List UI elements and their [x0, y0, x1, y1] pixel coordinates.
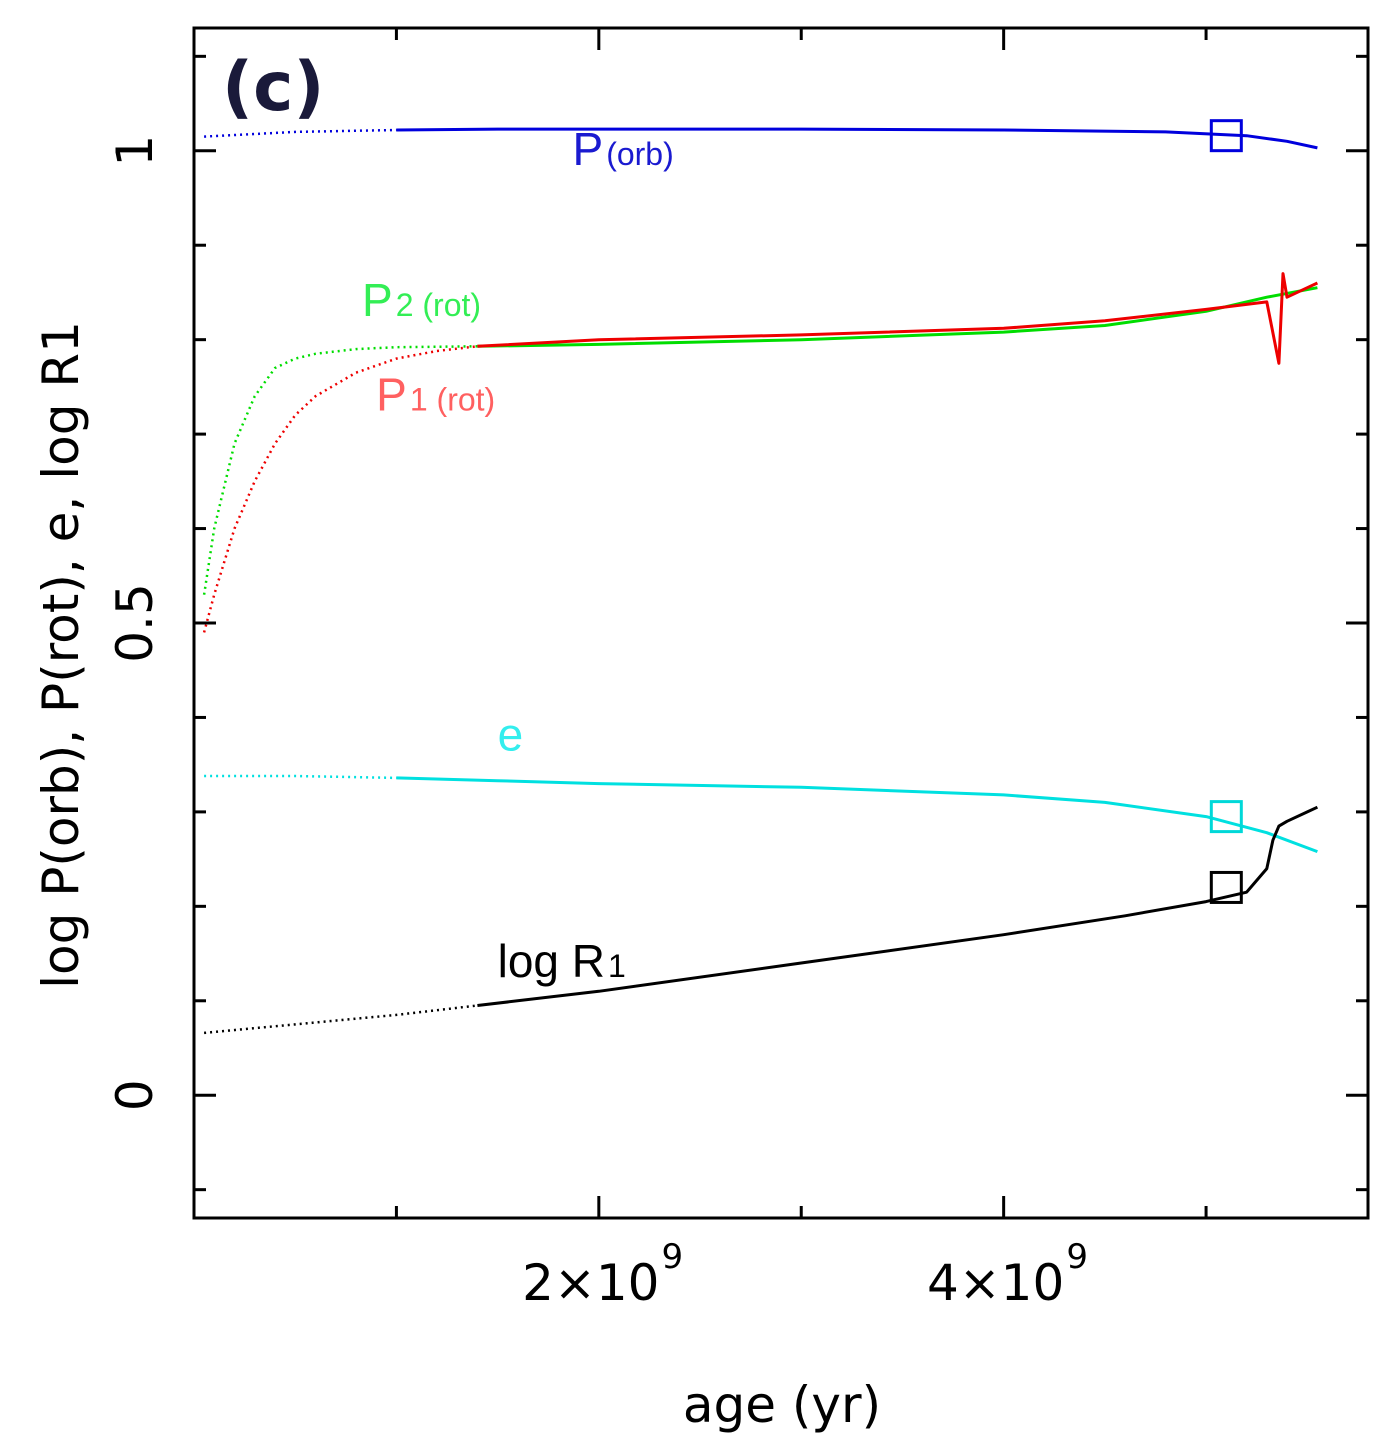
series-label-subscript: (orb) — [606, 136, 674, 172]
y-tick-label: 0.5 — [106, 583, 164, 663]
series-line-log-r1 — [477, 805, 1319, 1007]
series-line-p2-rot — [477, 286, 1318, 348]
series-line-log-r1-early — [203, 1004, 478, 1035]
series-line-p-orb-early — [204, 128, 397, 138]
series-label-main: P — [573, 123, 604, 175]
y-axis-title: log P(orb), P(rot), e, log R1 — [32, 321, 90, 989]
series-label-subscript: 1 — [608, 948, 626, 984]
series-label-log-r1: log R1 — [498, 935, 626, 987]
series-curves — [202, 127, 1319, 1035]
series-markers — [1209, 119, 1243, 904]
x-tick-exponent: 9 — [661, 1237, 683, 1277]
series-line-p1-rot — [477, 272, 1319, 365]
marker-square-log-r1 — [1209, 870, 1243, 904]
series-label-p-orb: P(orb) — [573, 123, 674, 175]
series-label-main: P — [376, 369, 407, 421]
series-line-p-orb — [396, 127, 1318, 150]
series-line-e — [396, 776, 1318, 854]
series-label-main: log R — [498, 935, 605, 987]
series-label-main: e — [498, 709, 524, 761]
marker-square-e — [1209, 800, 1243, 834]
axis-ticks — [194, 28, 1368, 1218]
series-line-p1-rot-early — [202, 345, 478, 633]
y-tick-label: 1 — [106, 135, 164, 167]
series-line-e-early — [204, 774, 397, 780]
series-label-subscript: 2 (rot) — [396, 287, 481, 323]
series-label-main: P — [362, 274, 393, 326]
x-tick-label: 2×10 — [522, 1254, 659, 1312]
x-axis-title: age (yr) — [683, 1376, 881, 1434]
series-label-e: e — [498, 709, 524, 761]
series-label-p1-rot: P1 (rot) — [376, 369, 495, 421]
y-tick-label: 0 — [106, 1079, 164, 1111]
series-label-p2-rot: P2 (rot) — [362, 274, 481, 326]
x-tick-exponent: 9 — [1066, 1237, 1088, 1277]
panel-label: (c) — [222, 48, 324, 127]
series-label-subscript: 1 (rot) — [410, 382, 495, 418]
axis-tick-labels: 2×10 9 4×10 900.51 — [106, 135, 1088, 1312]
x-tick-label: 4×10 — [927, 1254, 1064, 1312]
marker-square-p-orb — [1209, 119, 1243, 153]
plot-frame — [192, 26, 1370, 1220]
